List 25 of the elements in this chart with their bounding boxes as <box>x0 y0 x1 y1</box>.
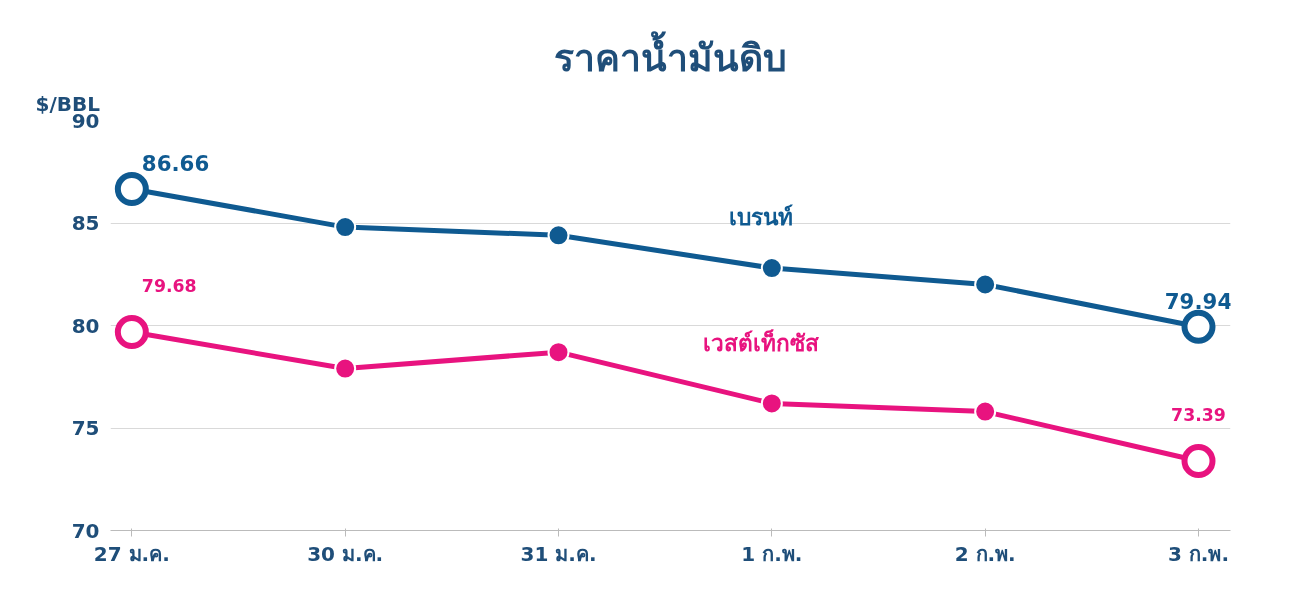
point <box>334 357 357 380</box>
point <box>547 341 570 364</box>
data-label: 79.68 <box>141 276 197 297</box>
y-tick-label: 70 <box>71 518 100 543</box>
point <box>334 216 357 239</box>
series-label: เบรนท์ <box>729 203 794 230</box>
y-tick-label: 85 <box>71 211 100 235</box>
point <box>974 400 997 423</box>
point <box>760 257 783 280</box>
x-tick-label: 27 ม.ค. <box>93 541 170 566</box>
x-tick-label: 2 ก.พ. <box>954 541 1016 566</box>
chart-title: ราคาน้ำมันดิบ <box>554 30 787 80</box>
y-tick-label: 75 <box>71 416 100 440</box>
series-label: เวสต์เท็กซัส <box>703 328 820 356</box>
data-label: 79.94 <box>1164 288 1233 314</box>
point <box>760 392 783 415</box>
x-tick-label: 3 ก.พ. <box>1167 541 1230 566</box>
x-tick-label: 30 ม.ค. <box>307 541 384 566</box>
data-label: 73.39 <box>1171 405 1226 426</box>
x-tick-label: 31 ม.ค. <box>520 541 597 566</box>
point <box>547 224 570 247</box>
point <box>974 273 997 296</box>
y-tick-label: 80 <box>71 313 100 338</box>
data-label: 86.66 <box>141 150 210 176</box>
x-tick-label: 1 ก.พ. <box>741 541 803 566</box>
